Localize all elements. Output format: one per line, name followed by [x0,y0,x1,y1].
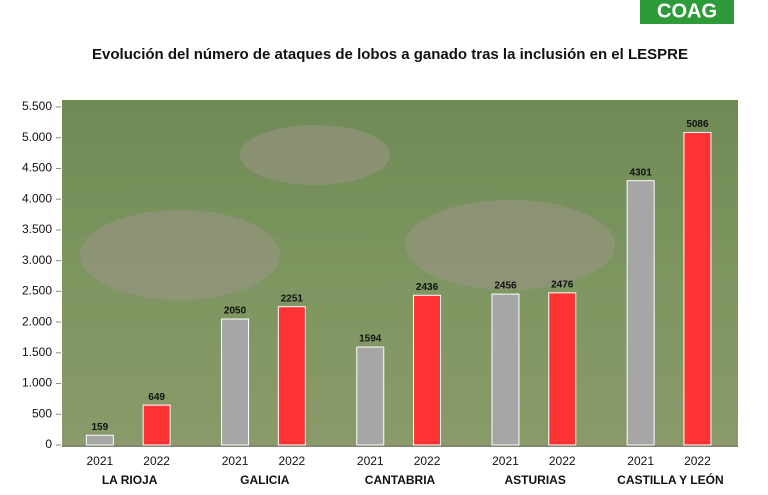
series-label: 2021 [627,454,654,468]
y-tick-label: 4.500 [22,161,52,175]
value-label: 2436 [416,282,439,293]
x-category-label: GALICIA [240,473,290,487]
y-tick-label: 500 [32,406,52,420]
bar [356,346,385,446]
series-label: 2022 [549,454,576,468]
bar [221,318,250,446]
series-label: 2022 [278,454,305,468]
y-tick-label: 1.500 [22,345,52,359]
chart-title: Evolución del número de ataques de lobos… [92,46,688,63]
y-tick-label: 3.500 [22,222,52,236]
y-tick-label: 2.500 [22,284,52,298]
series-label: 2022 [684,454,711,468]
value-label: 159 [92,422,109,433]
y-tick-label: 5.000 [22,130,52,144]
logo-box [640,0,734,24]
x-category-label: ASTURIAS [505,473,566,487]
bar [142,404,171,446]
value-label: 2251 [281,293,304,304]
y-tick-label: 2.000 [22,314,52,328]
value-label: 2456 [494,281,517,292]
series-label: 2022 [414,454,441,468]
series-label: 2021 [357,454,384,468]
y-tick-label: 3.000 [22,253,52,267]
value-label: 2476 [551,279,574,290]
wolf-shape [80,210,280,300]
wolf-shape [240,125,390,185]
x-category-label: CANTABRIA [365,473,436,487]
bar [626,180,655,446]
logo: COAG [657,0,717,22]
series-label: 2021 [492,454,519,468]
value-label: 649 [148,392,165,403]
y-tick-label: 5.500 [22,99,52,113]
series-label: 2022 [143,454,170,468]
y-tick-label: 4.000 [22,191,52,205]
wolf-shape [405,200,615,290]
bar [683,131,712,446]
value-label: 2050 [224,306,247,317]
y-tick-label: 1.000 [22,376,52,390]
bar [413,294,442,446]
value-label: 5086 [686,119,709,130]
bar [277,306,306,446]
y-tick-label: 0 [45,437,52,451]
x-category-label: LA RIOJA [102,473,158,487]
series-label: 2021 [87,454,114,468]
value-label: 4301 [630,167,653,178]
series-label: 2021 [222,454,249,468]
value-label: 1594 [359,334,382,345]
bar [85,434,114,446]
bar [548,292,577,446]
bar [491,293,520,446]
x-category-label: CASTILLA Y LEÓN [617,472,723,487]
